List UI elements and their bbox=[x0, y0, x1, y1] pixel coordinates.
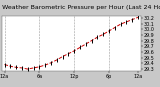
Text: Milwaukee Weather Barometric Pressure per Hour (Last 24 Hours): Milwaukee Weather Barometric Pressure pe… bbox=[0, 5, 160, 10]
